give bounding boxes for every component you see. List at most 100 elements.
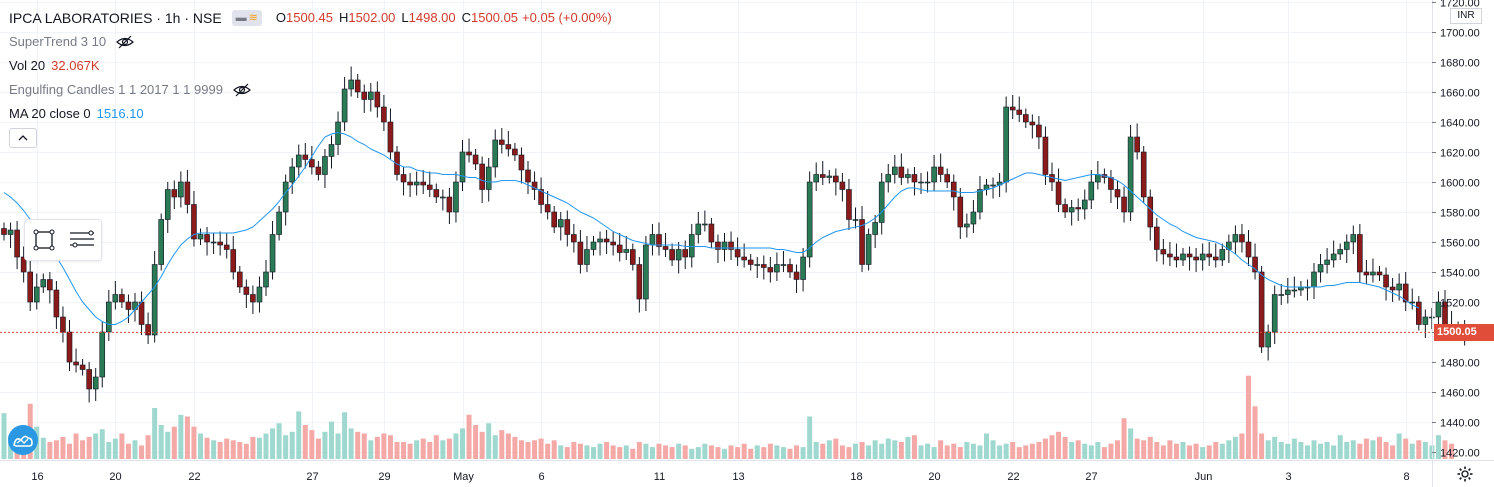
price-tick-label: 1580.00 [1440,208,1480,220]
candle-body [1,228,7,235]
horizontal-lines-icon[interactable] [68,226,96,254]
volume-bar [145,435,151,459]
candle-body [760,264,767,268]
volume-bar [453,433,459,459]
volume-bar [381,433,387,459]
candle-body [14,229,20,258]
volume-bar [636,442,642,459]
candle-body [1193,256,1199,261]
drawing-toolbar [24,219,102,261]
price-axis[interactable]: 1420.001440.001460.001480.001500.001520.… [1432,0,1480,460]
candle-body [1062,204,1068,213]
currency-label[interactable]: INR [1450,8,1482,24]
volume-bar [47,442,53,459]
volume-bar [1304,445,1310,459]
volume-bar [492,435,498,459]
collapse-legend-button[interactable] [9,128,37,148]
candle-body [367,91,374,100]
candle-body [891,166,898,175]
volume-bar [322,431,328,459]
ma-row[interactable]: MA 20 close 0 1516.10 [9,102,612,126]
time-tick-label: 20 [928,471,940,483]
volume-bar [1350,440,1356,459]
volume-bar [224,438,230,459]
volume-bar [466,414,472,459]
rectangle-select-icon[interactable] [30,226,58,254]
candle-body [1278,294,1285,296]
volume-bar [1069,442,1075,459]
volume-bar [1396,433,1402,459]
compare-badge[interactable]: ▬ ≋ [231,10,262,26]
volume-bar [879,443,885,459]
candle-body [230,249,237,273]
candle-body [918,181,924,184]
volume-bar [1429,445,1435,459]
volume-row[interactable]: Vol 20 32.067K [9,54,612,78]
candle-body [1206,253,1212,258]
volume-bar [427,442,433,459]
wave-icon: ≋ [248,12,258,24]
volume-bar [1278,442,1284,459]
volume-bar [944,445,950,459]
candle-body [73,361,79,366]
symbol-title[interactable]: IPCA LABORATORIES · 1h · NSE [9,10,222,26]
eye-hidden-icon[interactable] [233,83,251,97]
volume-bar [1344,442,1350,459]
candle-body [453,181,459,213]
volume-bar [728,445,734,459]
volume-bar [119,433,125,459]
volume-bar [1259,433,1265,459]
candle-body [603,238,610,243]
engulfing-row[interactable]: Engulfing Candles 1 1 2017 1 1 9999 [9,78,612,102]
candle-body [1055,181,1062,205]
candle-body [119,294,125,303]
volume-bar [125,443,131,459]
volume-bar [420,438,426,459]
volume-bar [1056,431,1062,459]
candle-body [702,223,708,226]
volume-bar [1193,443,1199,459]
supertrend-row[interactable]: SuperTrend 3 10 [9,30,612,54]
candle-body [47,279,53,291]
volume-bar [361,433,367,459]
volume-bar [315,438,321,459]
price-tick-label: 1680.00 [1440,58,1480,70]
candle-body [721,241,728,250]
price-tick-label: 1560.00 [1440,238,1480,250]
candle-body [669,249,675,261]
candle-body [525,169,531,183]
volume-bar [708,445,714,459]
candle-body [1376,271,1383,276]
volume-bar [826,440,832,459]
volume-bar [767,443,773,459]
volume-bar [335,433,341,459]
volume-bar [387,435,393,459]
volume-bar [237,442,243,459]
candle-body [394,151,400,175]
volume-bar [394,442,400,459]
time-axis[interactable]: 16 20 22 27 29 May 6 11 13 18 20 22 27 Jun 3 8 [31,471,1409,483]
candle-body [1317,264,1324,273]
candle-body [852,219,859,221]
eye-hidden-icon[interactable] [116,35,135,49]
volume-bar [577,443,583,459]
candle-body [977,189,983,213]
candle-body [1186,253,1193,258]
time-tick-label: 8 [1403,471,1409,483]
time-tick-label: Jun [1195,471,1213,483]
ohlc-change: +0.05 (+0.00%) [522,10,612,25]
volume-bar [283,435,289,459]
volume-bar [1042,438,1048,459]
candle-body [1127,136,1134,213]
candle-body [610,241,616,246]
candle-body [833,175,839,183]
candle-body [1022,114,1029,123]
settings-gear-icon[interactable] [1456,465,1474,483]
candle-body [420,181,427,186]
candle-body [1219,249,1226,261]
volume-bar [518,440,524,459]
volume-bar [73,433,79,459]
candle-body [289,166,296,183]
tradingview-logo-icon[interactable] [8,425,38,455]
